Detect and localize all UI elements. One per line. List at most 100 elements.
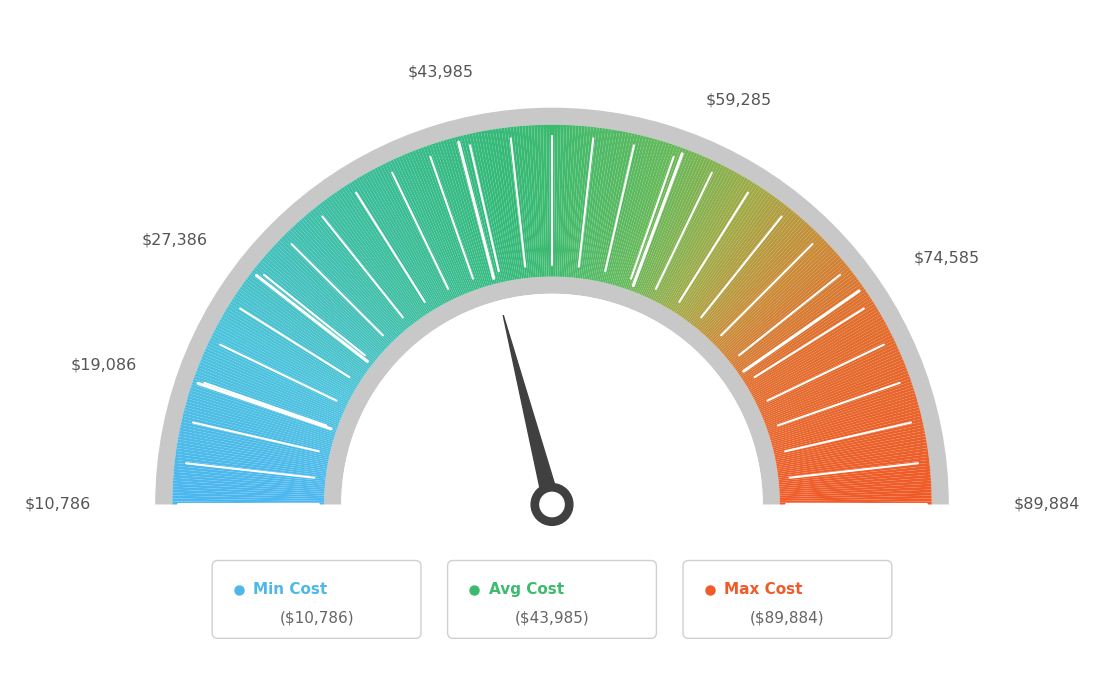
Wedge shape xyxy=(657,168,730,303)
Text: Avg Cost: Avg Cost xyxy=(489,582,564,598)
Wedge shape xyxy=(772,407,920,448)
Polygon shape xyxy=(503,315,560,506)
Wedge shape xyxy=(753,327,889,400)
Wedge shape xyxy=(364,173,440,306)
Wedge shape xyxy=(693,206,789,326)
Wedge shape xyxy=(679,189,765,316)
Wedge shape xyxy=(293,226,397,338)
Wedge shape xyxy=(229,304,359,386)
Wedge shape xyxy=(725,258,842,358)
Text: ($43,985): ($43,985) xyxy=(514,610,590,625)
Wedge shape xyxy=(744,301,874,384)
Text: $19,086: $19,086 xyxy=(71,357,137,373)
Wedge shape xyxy=(173,469,326,485)
Wedge shape xyxy=(230,301,360,384)
Wedge shape xyxy=(279,238,390,346)
Wedge shape xyxy=(203,351,343,414)
FancyBboxPatch shape xyxy=(447,560,657,638)
Wedge shape xyxy=(415,149,471,292)
Wedge shape xyxy=(608,137,649,284)
Wedge shape xyxy=(183,413,331,451)
Wedge shape xyxy=(737,284,862,373)
Wedge shape xyxy=(689,201,783,324)
Wedge shape xyxy=(595,132,626,281)
Wedge shape xyxy=(172,484,325,494)
Wedge shape xyxy=(586,129,612,279)
Wedge shape xyxy=(668,177,747,309)
Wedge shape xyxy=(299,219,402,335)
Wedge shape xyxy=(779,495,932,501)
Wedge shape xyxy=(581,128,603,279)
Wedge shape xyxy=(630,148,687,291)
Wedge shape xyxy=(200,359,341,419)
Wedge shape xyxy=(197,368,340,424)
Wedge shape xyxy=(761,351,901,414)
Wedge shape xyxy=(711,232,818,342)
Wedge shape xyxy=(501,128,523,279)
Wedge shape xyxy=(742,293,869,380)
Wedge shape xyxy=(517,126,532,277)
Wedge shape xyxy=(664,173,740,306)
Wedge shape xyxy=(769,393,916,440)
Wedge shape xyxy=(778,454,928,476)
Wedge shape xyxy=(633,149,689,292)
Wedge shape xyxy=(754,329,890,401)
Wedge shape xyxy=(734,277,858,369)
Wedge shape xyxy=(173,475,325,489)
Wedge shape xyxy=(464,135,500,283)
Wedge shape xyxy=(755,332,892,403)
Wedge shape xyxy=(683,194,773,319)
Wedge shape xyxy=(177,442,327,469)
Wedge shape xyxy=(714,238,825,346)
Wedge shape xyxy=(526,126,538,277)
Wedge shape xyxy=(776,440,926,467)
Wedge shape xyxy=(263,255,380,357)
Wedge shape xyxy=(742,296,871,381)
Wedge shape xyxy=(254,267,374,364)
Wedge shape xyxy=(481,131,511,281)
Wedge shape xyxy=(774,419,923,455)
Wedge shape xyxy=(757,340,895,408)
Wedge shape xyxy=(317,204,413,326)
Wedge shape xyxy=(677,187,763,315)
Wedge shape xyxy=(421,147,475,290)
Wedge shape xyxy=(492,129,518,279)
Wedge shape xyxy=(750,316,883,393)
Wedge shape xyxy=(777,442,927,469)
Wedge shape xyxy=(779,493,932,499)
Wedge shape xyxy=(187,399,333,443)
Wedge shape xyxy=(460,135,499,284)
Wedge shape xyxy=(192,382,337,433)
Wedge shape xyxy=(208,343,346,409)
Wedge shape xyxy=(659,169,732,304)
Wedge shape xyxy=(236,291,363,378)
Wedge shape xyxy=(333,192,423,318)
Wedge shape xyxy=(620,142,669,288)
Wedge shape xyxy=(767,382,912,433)
Wedge shape xyxy=(636,151,694,293)
Wedge shape xyxy=(660,170,735,305)
Wedge shape xyxy=(779,498,932,503)
Wedge shape xyxy=(575,127,594,278)
Wedge shape xyxy=(195,371,339,426)
Wedge shape xyxy=(321,201,415,324)
Wedge shape xyxy=(410,151,468,293)
Text: $59,285: $59,285 xyxy=(705,93,772,108)
Wedge shape xyxy=(724,255,841,357)
Wedge shape xyxy=(552,125,555,277)
Wedge shape xyxy=(540,125,546,277)
Wedge shape xyxy=(696,210,794,329)
Wedge shape xyxy=(327,197,418,322)
Wedge shape xyxy=(343,186,428,314)
Wedge shape xyxy=(573,126,591,278)
Wedge shape xyxy=(778,466,930,483)
Wedge shape xyxy=(779,475,931,489)
Wedge shape xyxy=(172,493,325,499)
Wedge shape xyxy=(269,249,383,353)
Wedge shape xyxy=(252,269,373,365)
Wedge shape xyxy=(226,306,358,387)
Wedge shape xyxy=(593,131,623,281)
Wedge shape xyxy=(763,362,905,421)
Wedge shape xyxy=(699,214,798,331)
Wedge shape xyxy=(183,410,331,450)
